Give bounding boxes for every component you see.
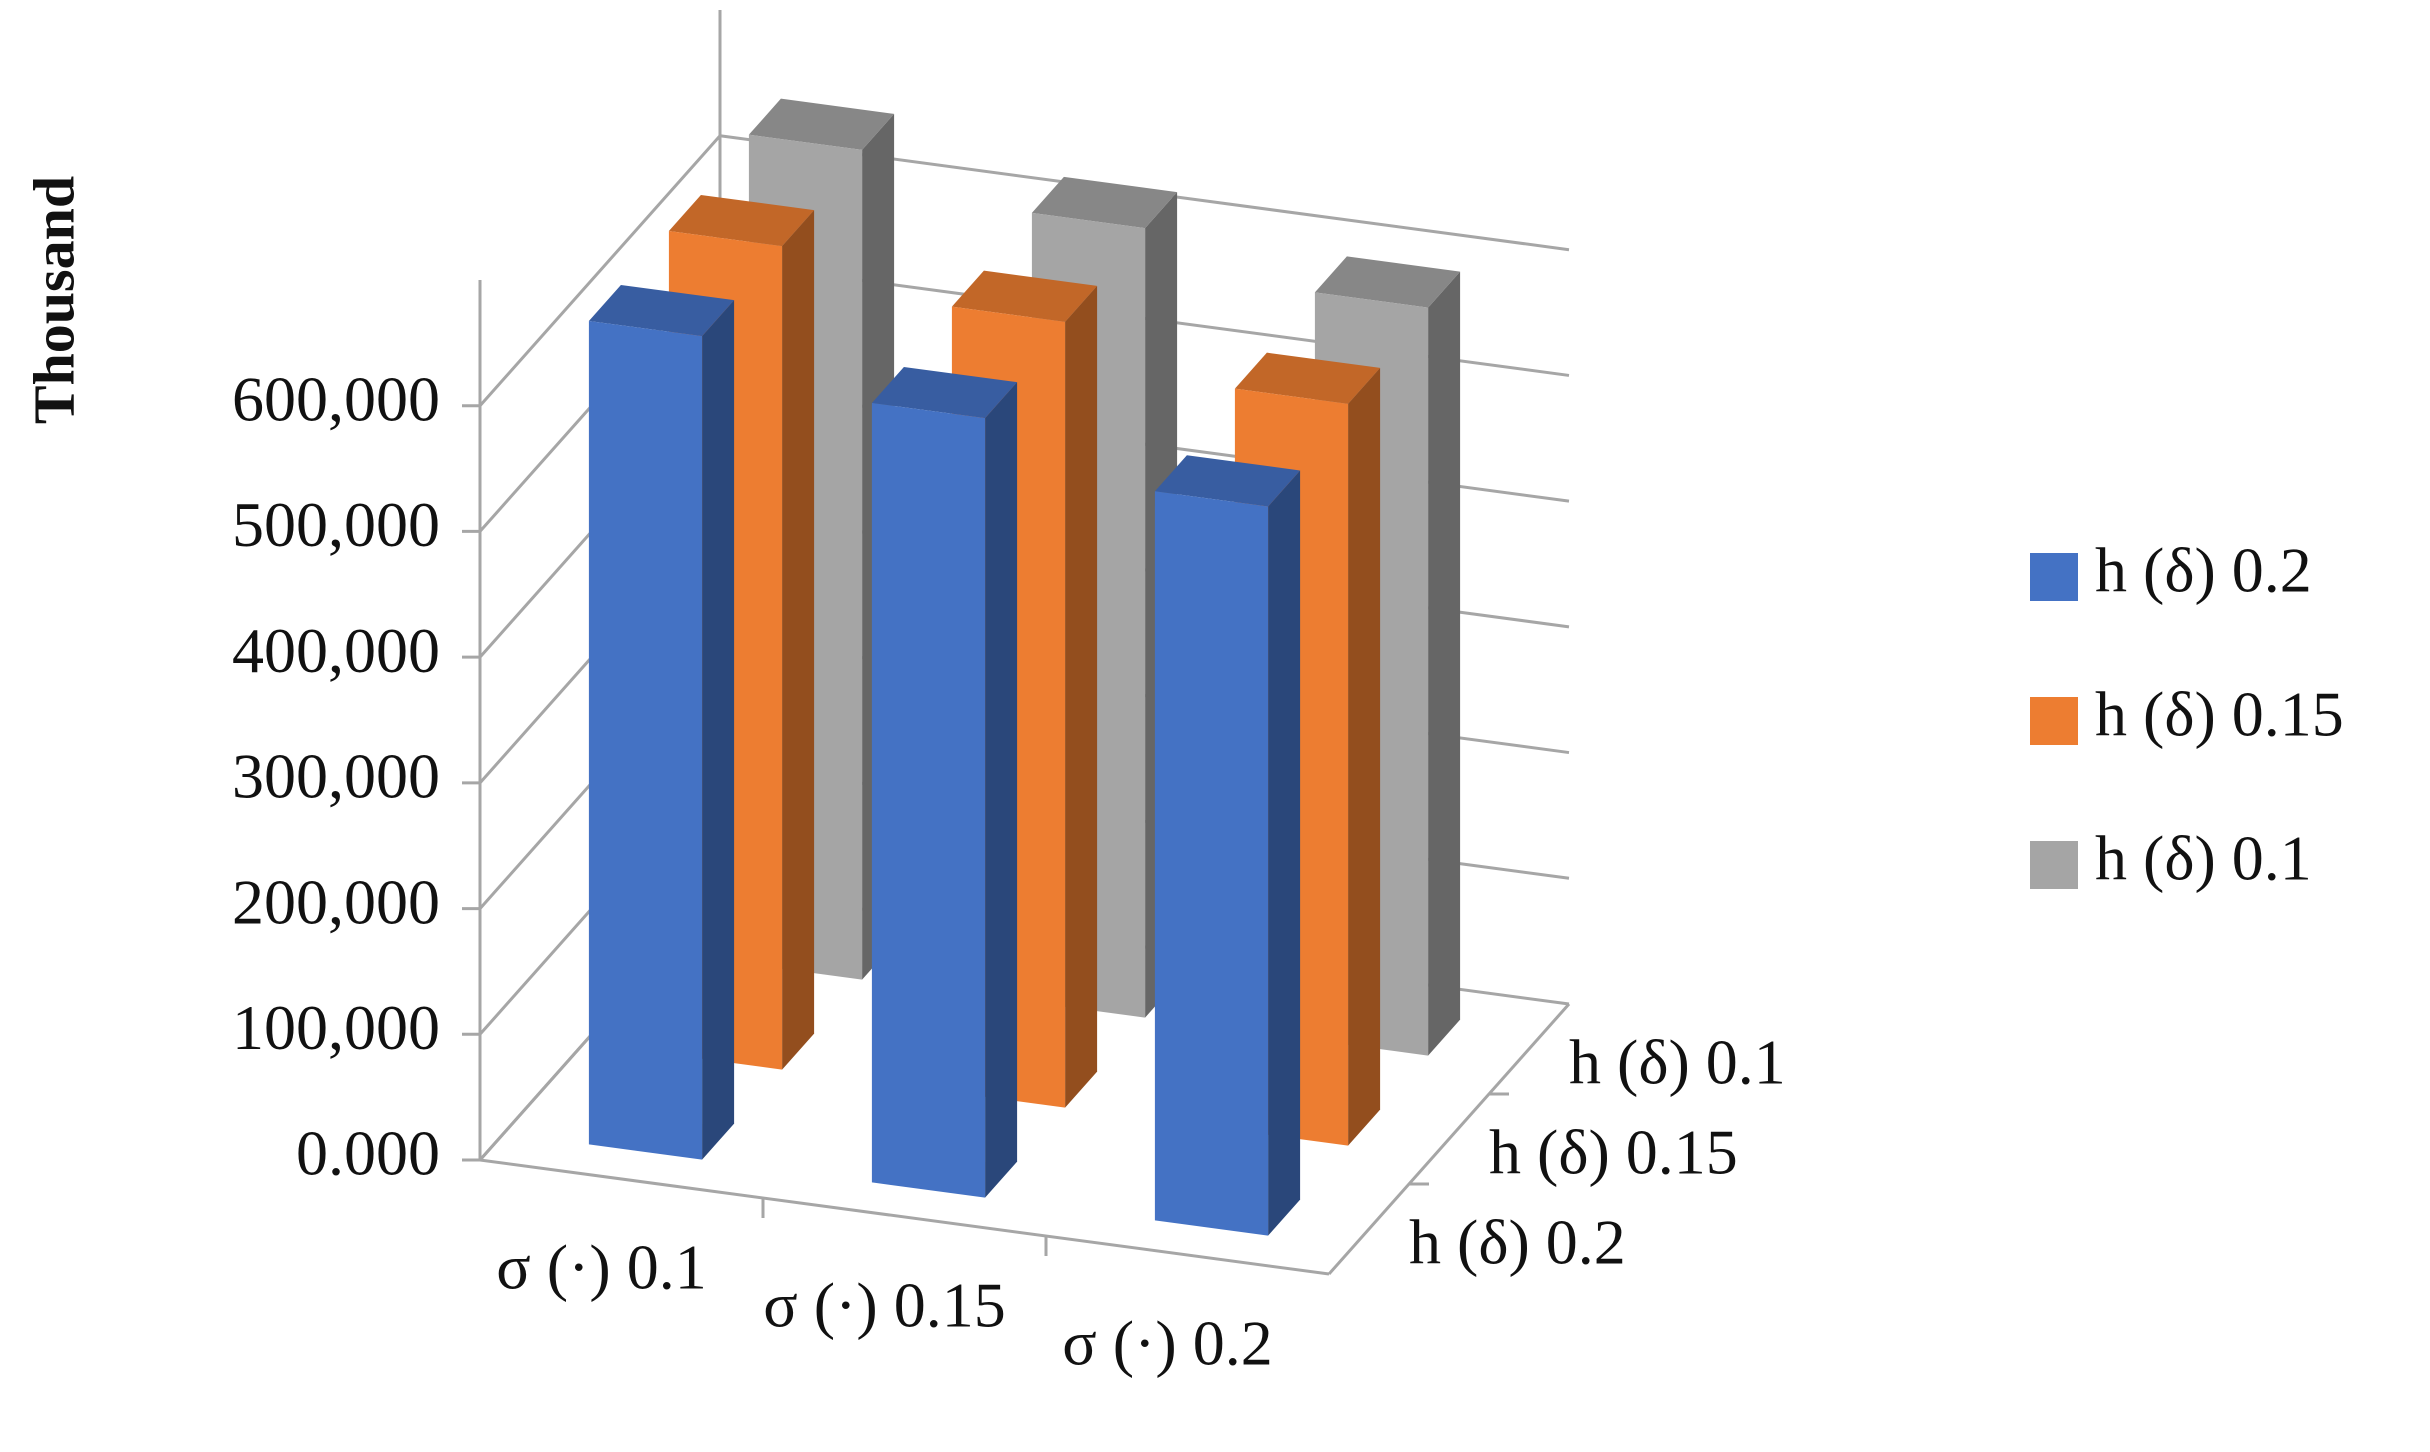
bar-front [588,320,703,1160]
bar-top [668,194,815,247]
bar-side [702,300,735,1160]
bar-top [748,98,895,150]
y-tick-label: 600,000 [232,363,440,434]
bar-side [1065,285,1098,1108]
x-tick-label: σ (·) 0.1 [496,1232,706,1303]
legend-label: h (δ) 0.1 [2095,823,2312,894]
bar-top [1234,352,1381,404]
y-tick-label: 200,000 [232,866,440,937]
bar-top [1031,176,1178,229]
bar [871,366,1018,1198]
bar [588,284,735,1160]
y-tick-label: 400,000 [232,615,440,686]
legend-swatch [2030,841,2078,889]
bar [1154,455,1301,1236]
bar-side [1428,271,1461,1056]
floor-edge [479,1158,1330,1276]
legend-swatch [2030,553,2078,601]
z-tick-label: h (δ) 0.1 [1569,1027,1786,1098]
z-tick-label: h (δ) 0.15 [1489,1117,1738,1188]
bar-side [1348,367,1381,1146]
bar-top [871,366,1018,419]
bar-top [1154,455,1301,507]
legend-swatch [2030,697,2078,745]
y-tick-label: 500,000 [232,489,440,560]
legend-label: h (δ) 0.2 [2095,535,2312,606]
bar-side [985,382,1018,1198]
floor-edge [1327,1003,1571,1275]
grid-line [478,134,722,407]
bar-front [1154,491,1269,1236]
y-axis-title: Thousand [21,176,86,424]
y-tick-label: 0.000 [296,1118,440,1189]
bar-top [951,270,1098,322]
bar-top [588,284,735,337]
bar-front [871,402,986,1198]
z-tick-label: h (δ) 0.2 [1409,1207,1626,1278]
y-tick-label: 300,000 [232,741,440,812]
bar-side [1268,470,1301,1236]
y-tick-label: 100,000 [232,992,440,1063]
x-tick-label: σ (·) 0.15 [763,1270,1005,1341]
legend-label: h (δ) 0.15 [2095,679,2344,750]
x-tick-label: σ (·) 0.2 [1062,1308,1272,1379]
bar-top [1314,256,1461,308]
bar-side [782,210,815,1070]
